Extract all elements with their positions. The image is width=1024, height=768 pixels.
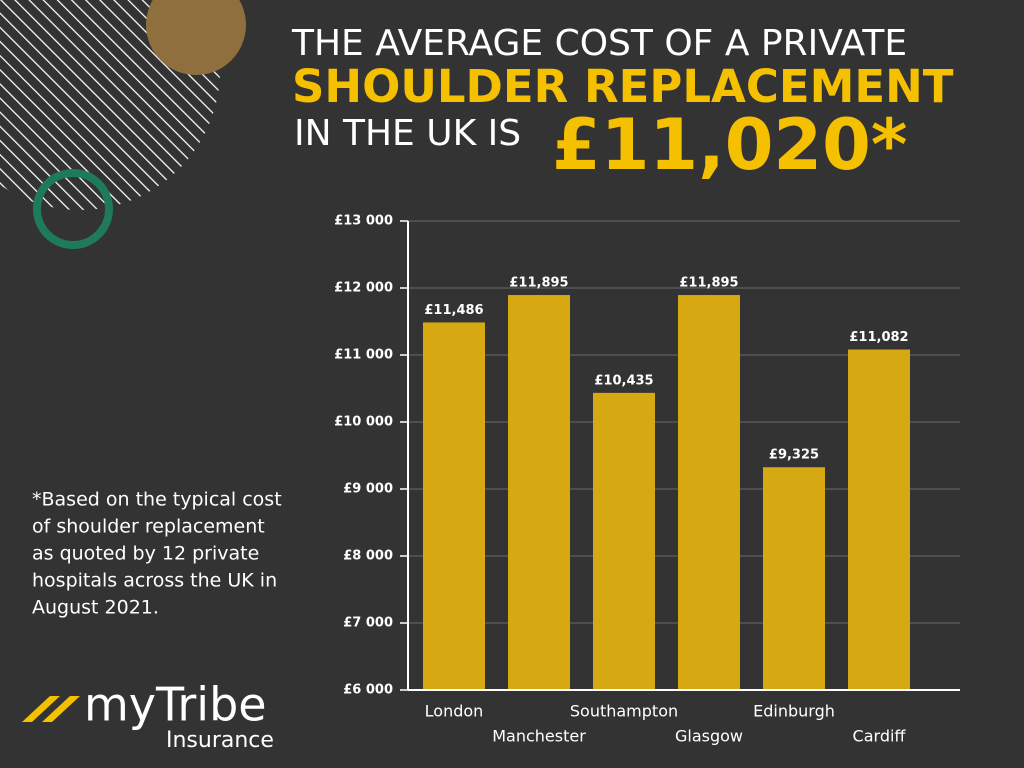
y-tick-label: £8 000 — [343, 549, 393, 564]
value-label: £9,325 — [769, 448, 819, 463]
value-label: £11,895 — [509, 276, 568, 291]
footnote-line: hospitals across the UK in — [32, 570, 277, 592]
value-label: £11,486 — [424, 303, 483, 318]
x-tick-label: Edinburgh — [753, 702, 835, 721]
logo-mark — [22, 696, 60, 722]
x-tick-label: London — [425, 702, 484, 721]
footnote-line: *Based on the typical cost — [32, 489, 282, 511]
footnote: *Based on the typical cost of shoulder re… — [32, 489, 282, 619]
x-tick-label: Manchester — [492, 727, 586, 746]
brown-circle — [146, 0, 246, 75]
footnote-line: of shoulder replacement — [32, 516, 265, 538]
logo-mark — [42, 696, 80, 722]
title-line: THE AVERAGE COST OF A PRIVATE — [291, 23, 907, 64]
title-highlight: SHOULDER REPLACEMENT — [292, 60, 954, 113]
title-line: IN THE UK IS — [294, 113, 521, 154]
value-label: £10,435 — [594, 373, 653, 388]
bar — [848, 349, 910, 690]
x-tick-label: Southampton — [570, 702, 678, 721]
y-tick-label: £6 000 — [343, 683, 393, 698]
value-label: £11,895 — [679, 276, 738, 291]
footnote-line: as quoted by 12 private — [32, 543, 259, 565]
x-tick-label: Glasgow — [675, 727, 743, 746]
headline-amount: £11,020* — [552, 104, 907, 186]
logo-brand: myTribe — [84, 678, 267, 732]
green-ring — [33, 169, 113, 249]
y-tick-label: £10 000 — [334, 415, 393, 430]
y-tick-label: £9 000 — [343, 482, 393, 497]
y-tick-label: £13 000 — [334, 214, 393, 229]
logo-sub: Insurance — [166, 728, 274, 753]
y-tick-label: £11 000 — [334, 348, 393, 363]
value-label: £11,082 — [849, 330, 908, 345]
y-tick-label: £12 000 — [334, 281, 393, 296]
bar — [763, 467, 825, 690]
y-tick-label: £7 000 — [343, 616, 393, 631]
bar — [593, 392, 655, 690]
x-tick-label: Cardiff — [853, 727, 907, 746]
bar — [508, 295, 570, 690]
bar — [678, 295, 740, 690]
logo: myTribe Insurance — [22, 678, 274, 753]
bar — [423, 322, 485, 690]
footnote-line: August 2021. — [32, 597, 159, 619]
